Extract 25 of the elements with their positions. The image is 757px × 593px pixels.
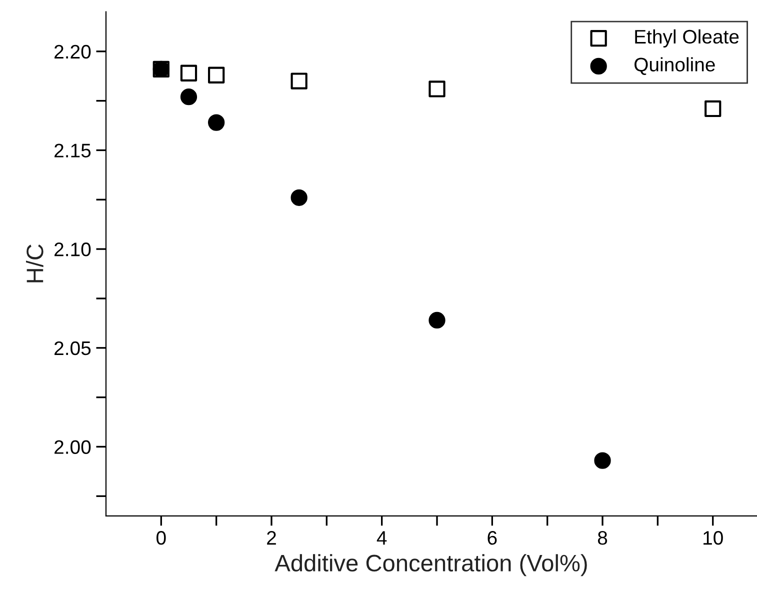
y-axis-title: H/C <box>26 244 44 282</box>
x-tick-label: 10 <box>704 531 723 545</box>
point <box>428 80 446 98</box>
x-tick-label: 0 <box>156 531 166 545</box>
y-tick-label: 2.05 <box>54 341 91 356</box>
x-tick-label: 2 <box>267 531 276 545</box>
x-tick-label: 4 <box>376 531 387 545</box>
point <box>208 66 225 84</box>
point <box>704 100 722 118</box>
point <box>208 114 225 131</box>
legend-label: Quinoline <box>634 57 715 75</box>
point <box>180 64 198 82</box>
y-tick-label: 2.10 <box>54 242 91 256</box>
x-tick-label: 8 <box>598 531 608 545</box>
x-axis-title: Additive Concentration (Vol%) <box>274 554 587 576</box>
point <box>428 312 446 329</box>
point <box>290 189 308 206</box>
legend-label: Ethyl Oleate <box>635 29 739 48</box>
y-tick-label: 2.20 <box>54 44 91 59</box>
x-tick-label: 6 <box>488 531 497 545</box>
y-tick-label: 2.00 <box>54 440 91 454</box>
point <box>594 452 611 469</box>
y-tick-label: 2.15 <box>54 144 91 158</box>
point <box>180 88 198 106</box>
point <box>290 72 308 90</box>
